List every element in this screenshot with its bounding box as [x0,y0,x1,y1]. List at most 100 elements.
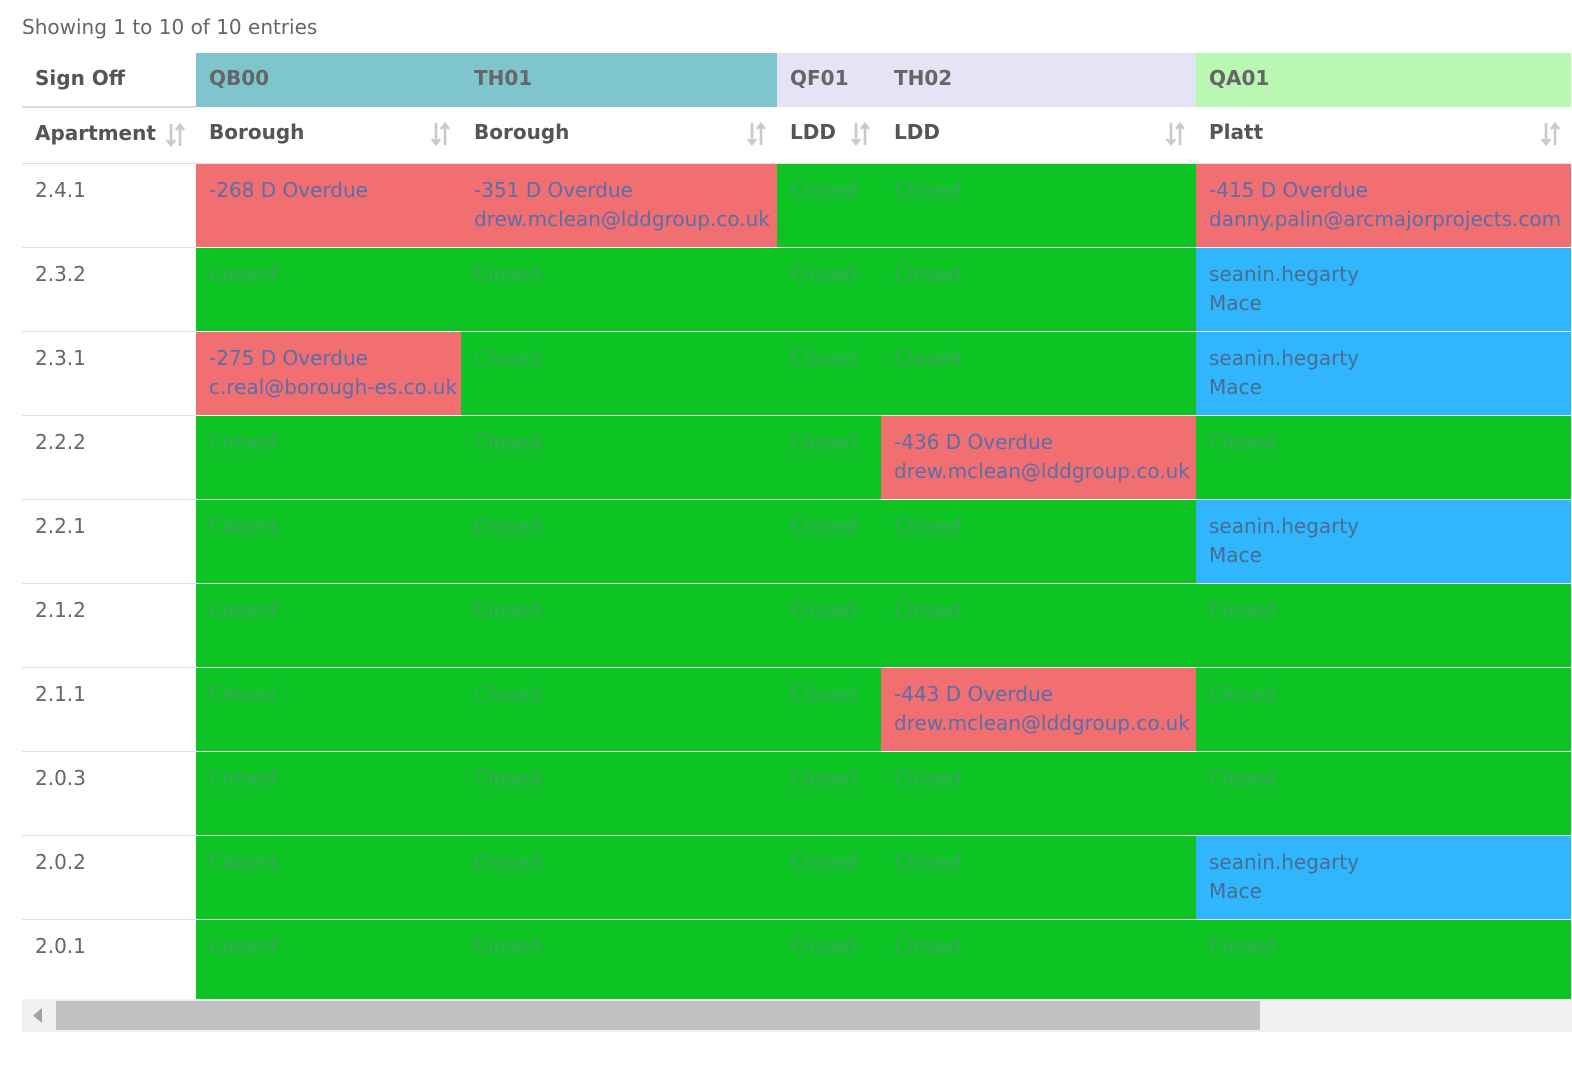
status-text: Closed [209,849,277,874]
status-cell-closed[interactable]: Closed [461,835,777,920]
status-text: Closed [209,261,277,286]
status-text: Closed [790,597,858,622]
status-cell-pending[interactable]: seanin.hegarty Mace [1196,499,1571,584]
status-cell-overdue[interactable]: -275 D Overdue c.real@borough-es.co.uk [196,331,461,416]
status-cell-closed[interactable]: Closed [881,163,1196,248]
status-cell-closed[interactable]: Closed [1196,415,1571,500]
status-cell-closed[interactable]: Closed [881,499,1196,584]
status-cell-closed[interactable]: Closed [881,247,1196,332]
status-detail: Mace [1209,542,1262,567]
status-cell-overdue[interactable]: -443 D Overdue drew.mclean@lddgroup.co.uk [881,667,1196,752]
status-cell-closed[interactable]: Closed [461,331,777,416]
column-header-0[interactable]: Apartment [22,107,196,164]
status-cell-pending[interactable]: seanin.hegarty Mace [1196,331,1571,416]
sort-both-icon[interactable] [431,121,451,147]
status-cell-closed[interactable]: Closed [196,247,461,332]
column-header-label: LDD [894,120,940,144]
status-text: Closed [474,597,542,622]
status-text: Closed [474,261,542,286]
sort-both-icon[interactable] [1541,121,1561,147]
scroll-left-arrow-icon[interactable] [30,1007,46,1024]
status-cell-closed[interactable]: Closed [881,751,1196,836]
table-row: 2.3.1 -275 D Overdue c.real@borough-es.co.… [22,331,1571,416]
scrollbar-thumb[interactable] [56,1001,1260,1030]
status-cell-closed[interactable]: Closed [1196,919,1571,999]
status-cell-pending[interactable]: seanin.hegarty Mace [1196,835,1571,920]
apartment-cell: 2.2.2 [22,415,196,500]
sort-both-icon[interactable] [1166,121,1186,147]
status-cell-closed[interactable]: Closed [461,415,777,500]
table-row: 2.4.1 -268 D Overdue -351 D Overdue drew.mc… [22,163,1571,248]
status-cell-closed[interactable]: Closed [196,835,461,920]
status-cell-closed[interactable]: Closed [196,415,461,500]
column-header-2[interactable]: Borough [461,107,777,164]
column-header-label: LDD [790,120,836,144]
table-row: 2.1.1 Closed Closed Closed -443 D Overdue dre… [22,667,1571,752]
status-cell-closed[interactable]: Closed [881,583,1196,668]
table-row: 2.2.1 Closed Closed Closed Closed seanin.hega… [22,499,1571,584]
status-cell-closed[interactable]: Closed [777,415,881,500]
status-cell-closed[interactable]: Closed [777,247,881,332]
sort-both-icon[interactable] [747,121,767,147]
status-cell-closed[interactable]: Closed [461,751,777,836]
status-cell-closed[interactable]: Closed [1196,667,1571,752]
status-text: -351 D Overdue [474,177,633,202]
status-cell-closed[interactable]: Closed [196,751,461,836]
column-header-3[interactable]: LDD [777,107,881,164]
status-cell-closed[interactable]: Closed [461,247,777,332]
status-cell-closed[interactable]: Closed [777,667,881,752]
status-detail: danny.palin@arcmajorprojects.com [1209,206,1562,231]
status-cell-closed[interactable]: Closed [777,331,881,416]
status-cell-overdue[interactable]: -436 D Overdue drew.mclean@lddgroup.co.uk [881,415,1196,500]
status-cell-closed[interactable]: Closed [1196,583,1571,668]
status-text: Closed [1209,933,1277,958]
group-header-qf01: QF01 [777,53,881,107]
status-cell-closed[interactable]: Closed [1196,751,1571,836]
status-cell-closed[interactable]: Closed [461,919,777,999]
status-cell-closed[interactable]: Closed [461,667,777,752]
sort-both-icon[interactable] [851,121,871,147]
status-text: Closed [474,513,542,538]
status-cell-overdue[interactable]: -351 D Overdue drew.mclean@lddgroup.co.uk [461,163,777,248]
status-cell-closed[interactable]: Closed [777,499,881,584]
horizontal-scrollbar[interactable] [22,999,1572,1032]
status-cell-closed[interactable]: Closed [196,667,461,752]
sort-both-icon[interactable] [166,122,186,148]
column-header-row: Apartment Borough Borough LDD LDD Platt [22,107,1571,164]
column-header-4[interactable]: LDD [881,107,1196,164]
status-cell-closed[interactable]: Closed [881,835,1196,920]
status-text: -436 D Overdue [894,429,1053,454]
status-cell-closed[interactable]: Closed [461,499,777,584]
status-cell-closed[interactable]: Closed [196,919,461,999]
column-header-5[interactable]: Platt [1196,107,1571,164]
table-row: 2.2.2 Closed Closed Closed -436 D Overdue dre… [22,415,1571,500]
column-header-label: Platt [1209,120,1264,144]
status-cell-closed[interactable]: Closed [777,751,881,836]
status-cell-closed[interactable]: Closed [881,919,1196,999]
status-cell-closed[interactable]: Closed [777,163,881,248]
status-cell-closed[interactable]: Closed [196,499,461,584]
status-text: Closed [474,933,542,958]
status-cell-pending[interactable]: seanin.hegarty Mace [1196,247,1571,332]
status-cell-closed[interactable]: Closed [881,331,1196,416]
status-text: Closed [894,597,962,622]
table-row: 2.0.1 Closed Closed Closed Closed Closed [22,919,1571,999]
sign-off-table-container[interactable]: Sign Off QB00 TH01 QF01 TH02 QA01 Apartm… [22,53,1572,999]
status-text: Closed [790,933,858,958]
group-header-th01: TH01 [461,53,777,107]
status-cell-closed[interactable]: Closed [777,583,881,668]
status-text: Closed [1209,765,1277,790]
column-header-1[interactable]: Borough [196,107,461,164]
status-cell-overdue[interactable]: -268 D Overdue [196,163,461,248]
status-text: Closed [894,177,962,202]
status-cell-closed[interactable]: Closed [777,835,881,920]
status-text: -275 D Overdue [209,345,368,370]
status-cell-closed[interactable]: Closed [461,583,777,668]
table-row: 2.0.2 Closed Closed Closed Closed seanin.hega… [22,835,1571,920]
status-cell-overdue[interactable]: -415 D Overdue danny.palin@arcmajorprojec… [1196,163,1571,248]
status-text: Closed [1209,597,1277,622]
status-cell-closed[interactable]: Closed [196,583,461,668]
table-body: 2.4.1 -268 D Overdue -351 D Overdue drew.mc… [22,163,1571,999]
status-text: Closed [894,849,962,874]
status-cell-closed[interactable]: Closed [777,919,881,999]
